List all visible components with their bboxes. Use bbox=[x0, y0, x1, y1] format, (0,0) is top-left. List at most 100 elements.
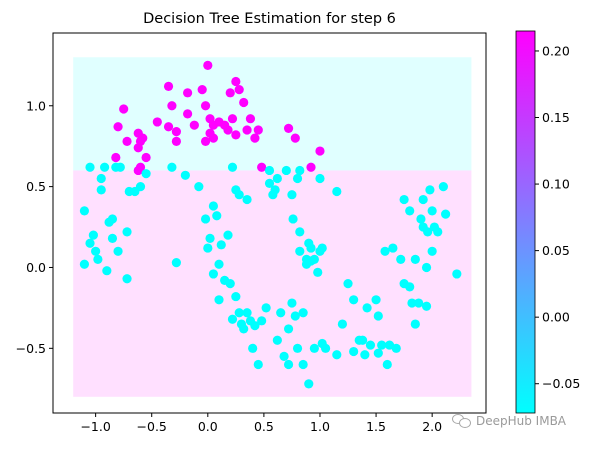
data-point-s2-52 bbox=[250, 321, 260, 331]
data-point-s2-76 bbox=[298, 308, 308, 318]
x-tick-label: −1.0 bbox=[80, 419, 110, 434]
data-point-s2-111 bbox=[391, 343, 401, 353]
data-point-s2-35 bbox=[214, 295, 224, 305]
colorbar-tick-label: 0.15 bbox=[542, 110, 570, 125]
data-point-s2-63 bbox=[279, 351, 289, 362]
data-point-s2-1 bbox=[79, 206, 90, 216]
data-point-s1-40 bbox=[253, 125, 263, 135]
colorbar-tick-label: 0.20 bbox=[542, 43, 570, 58]
colorbar-tick-label: 0.00 bbox=[542, 310, 570, 325]
data-point-s2-48 bbox=[242, 194, 252, 205]
data-point-s2-128 bbox=[427, 206, 437, 216]
data-point-s2-17 bbox=[113, 246, 123, 256]
data-point-s2-91 bbox=[320, 343, 331, 353]
data-point-s1-36 bbox=[231, 130, 241, 140]
data-point-s2-105 bbox=[373, 348, 383, 358]
data-point-s2-3 bbox=[85, 162, 95, 172]
data-point-s2-104 bbox=[373, 311, 383, 321]
data-point-s2-71 bbox=[292, 173, 303, 184]
data-point-s2-81 bbox=[304, 379, 314, 389]
data-point-s2-7 bbox=[93, 254, 103, 264]
data-point-s2-54 bbox=[257, 316, 267, 326]
y-tick-label: 0.5 bbox=[26, 179, 46, 194]
data-point-s2-75 bbox=[295, 246, 305, 256]
data-point-s1-31 bbox=[225, 88, 235, 98]
data-point-s2-57 bbox=[264, 178, 275, 188]
data-point-s2-118 bbox=[410, 254, 420, 264]
data-point-s2-34 bbox=[214, 259, 224, 269]
data-point-s2-36 bbox=[216, 240, 226, 250]
data-point-s2-110 bbox=[388, 243, 398, 253]
data-point-s1-12 bbox=[152, 117, 162, 127]
data-point-s1-8 bbox=[138, 133, 148, 143]
data-point-s2-134 bbox=[452, 269, 462, 279]
data-point-s2-69 bbox=[288, 214, 298, 224]
data-point-s2-60 bbox=[272, 173, 282, 184]
colorbar-tick-label: 0.10 bbox=[542, 177, 570, 192]
data-point-s2-74 bbox=[295, 227, 305, 237]
x-tick-label: 0.5 bbox=[254, 419, 274, 434]
data-point-s2-33 bbox=[212, 211, 222, 221]
data-point-s2-25 bbox=[171, 258, 181, 268]
data-point-s2-55 bbox=[261, 303, 271, 313]
colorbar-gradient bbox=[515, 30, 536, 414]
data-point-s2-120 bbox=[414, 298, 424, 308]
data-point-s2-117 bbox=[407, 298, 417, 308]
data-point-s2-56 bbox=[264, 165, 275, 176]
data-point-s1-13 bbox=[163, 81, 174, 91]
data-point-s1-42 bbox=[257, 162, 267, 172]
data-point-s2-18 bbox=[122, 227, 132, 237]
data-point-s2-51 bbox=[248, 343, 258, 353]
watermark: DeepHub IMBA bbox=[452, 414, 566, 428]
data-point-s1-3 bbox=[111, 152, 121, 163]
data-point-s2-62 bbox=[276, 308, 286, 318]
data-point-s2-40 bbox=[227, 162, 238, 172]
data-point-s2-29 bbox=[203, 243, 213, 253]
data-point-s1-39 bbox=[245, 114, 256, 124]
data-point-s2-41 bbox=[227, 314, 238, 324]
data-point-s2-129 bbox=[427, 246, 437, 256]
data-point-s1-32 bbox=[231, 76, 241, 87]
data-point-s2-77 bbox=[298, 359, 308, 370]
data-point-s2-86 bbox=[313, 267, 323, 277]
data-point-s2-32 bbox=[208, 269, 219, 279]
decision-region-1 bbox=[73, 57, 472, 171]
data-point-s1-38 bbox=[242, 125, 252, 135]
plot-area: −1.0 −0.5 0.0 0.5 1.0 1.5 2.0 −0.5 0.0 0.5 1.0 Deci… bbox=[16, 11, 487, 434]
data-point-s1-28 bbox=[208, 133, 219, 143]
x-tick-label: −0.5 bbox=[137, 419, 167, 434]
data-point-s1-2 bbox=[113, 122, 123, 132]
data-point-s1-14 bbox=[167, 101, 177, 111]
data-point-s1-7 bbox=[133, 143, 143, 153]
data-point-s2-4 bbox=[85, 238, 95, 248]
data-point-s2-67 bbox=[287, 190, 297, 200]
data-point-s1-22 bbox=[200, 101, 211, 111]
data-point-s1-19 bbox=[189, 120, 199, 130]
data-point-s2-39 bbox=[225, 279, 235, 289]
data-point-s2-2 bbox=[79, 259, 90, 269]
data-point-s2-26 bbox=[180, 170, 190, 180]
data-point-s2-89 bbox=[317, 243, 327, 253]
wechat-icon bbox=[452, 414, 472, 428]
data-point-s2-9 bbox=[96, 185, 106, 195]
data-point-s2-97 bbox=[349, 346, 359, 357]
data-point-s2-121 bbox=[416, 214, 426, 224]
data-point-s2-59 bbox=[270, 185, 280, 195]
x-tick-label: 0.0 bbox=[198, 419, 218, 434]
data-point-s2-133 bbox=[441, 209, 451, 219]
data-point-s2-115 bbox=[405, 206, 415, 216]
data-point-s2-53 bbox=[253, 359, 263, 370]
colorbar-tick-label: 0.05 bbox=[542, 243, 570, 258]
data-point-s2-64 bbox=[281, 165, 291, 176]
data-point-s2-113 bbox=[399, 194, 409, 205]
data-point-s2-70 bbox=[290, 311, 300, 321]
data-point-s2-88 bbox=[315, 173, 325, 184]
axes-frame bbox=[52, 32, 487, 414]
data-point-s2-27 bbox=[194, 182, 204, 192]
data-point-s2-47 bbox=[239, 324, 249, 334]
data-point-s2-72 bbox=[292, 343, 303, 353]
data-point-s2-16 bbox=[115, 162, 125, 172]
data-point-s2-107 bbox=[380, 246, 390, 256]
data-point-s2-19 bbox=[122, 274, 132, 284]
